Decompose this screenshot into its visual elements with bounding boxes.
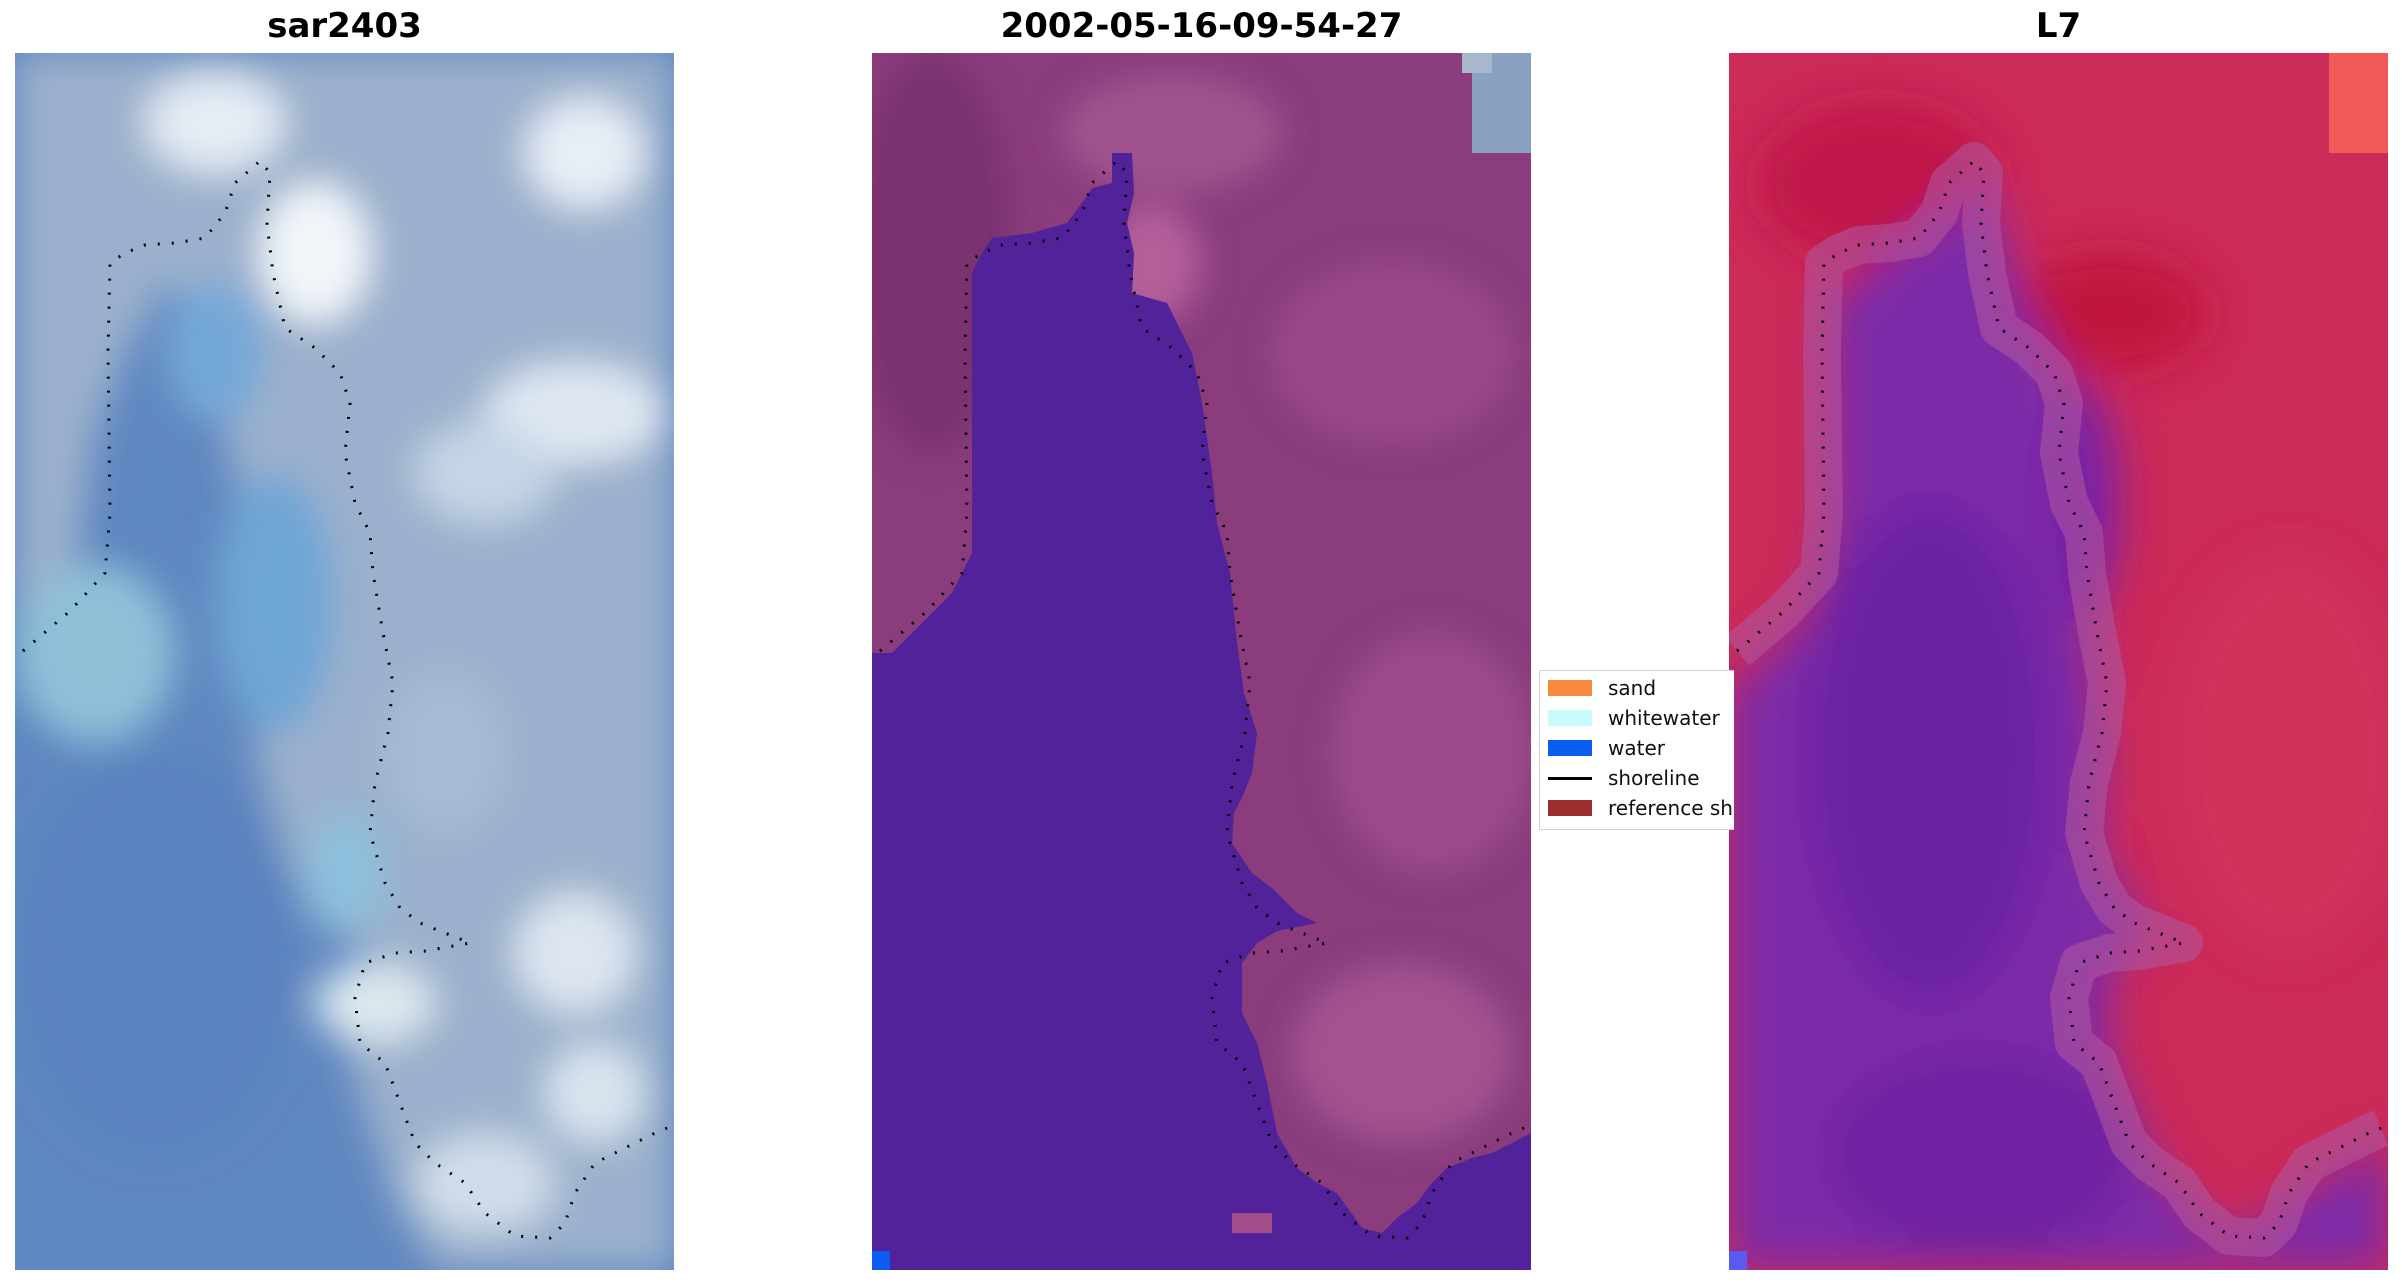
legend-label-water: water — [1608, 736, 1665, 760]
shoreline-classified — [879, 158, 1525, 1240]
legend-label-reference-shoreline: reference sh — [1608, 796, 1733, 820]
legend-label-sand: sand — [1608, 676, 1657, 700]
reference-shoreline-swatch — [1548, 800, 1592, 816]
shoreline-line-swatch — [1548, 776, 1592, 780]
legend-label-shoreline: shoreline — [1608, 766, 1700, 790]
legend-item-shoreline: shoreline — [1548, 766, 1700, 790]
shoreline-mndwi — [1736, 158, 2382, 1240]
rgb-satellite-image — [15, 53, 674, 1270]
shoreline-rgb — [22, 158, 668, 1240]
sand-swatch — [1548, 680, 1592, 696]
panel-title-classified: 2002-05-16-09-54-27 — [1000, 6, 1403, 46]
rgb-image-panel — [15, 53, 674, 1270]
mndwi-image-panel — [1729, 53, 2388, 1270]
legend-item-water: water — [1548, 736, 1665, 760]
water-swatch — [1548, 740, 1592, 756]
mndwi-image — [1729, 53, 2388, 1270]
panel-title-rgb: sar2403 — [267, 6, 422, 46]
whitewater-swatch — [1548, 710, 1592, 726]
classified-image-panel — [872, 53, 1531, 1270]
legend-item-sand: sand — [1548, 676, 1656, 700]
classified-image — [872, 53, 1531, 1270]
legend-label-whitewater: whitewater — [1608, 706, 1720, 730]
panel-title-mndwi: L7 — [2035, 6, 2082, 46]
water-region — [872, 153, 1531, 1270]
legend-item-reference-shoreline: reference sh — [1548, 796, 1733, 820]
legend: sand whitewater water shoreline referenc… — [1539, 670, 1734, 830]
legend-item-whitewater: whitewater — [1548, 706, 1720, 730]
